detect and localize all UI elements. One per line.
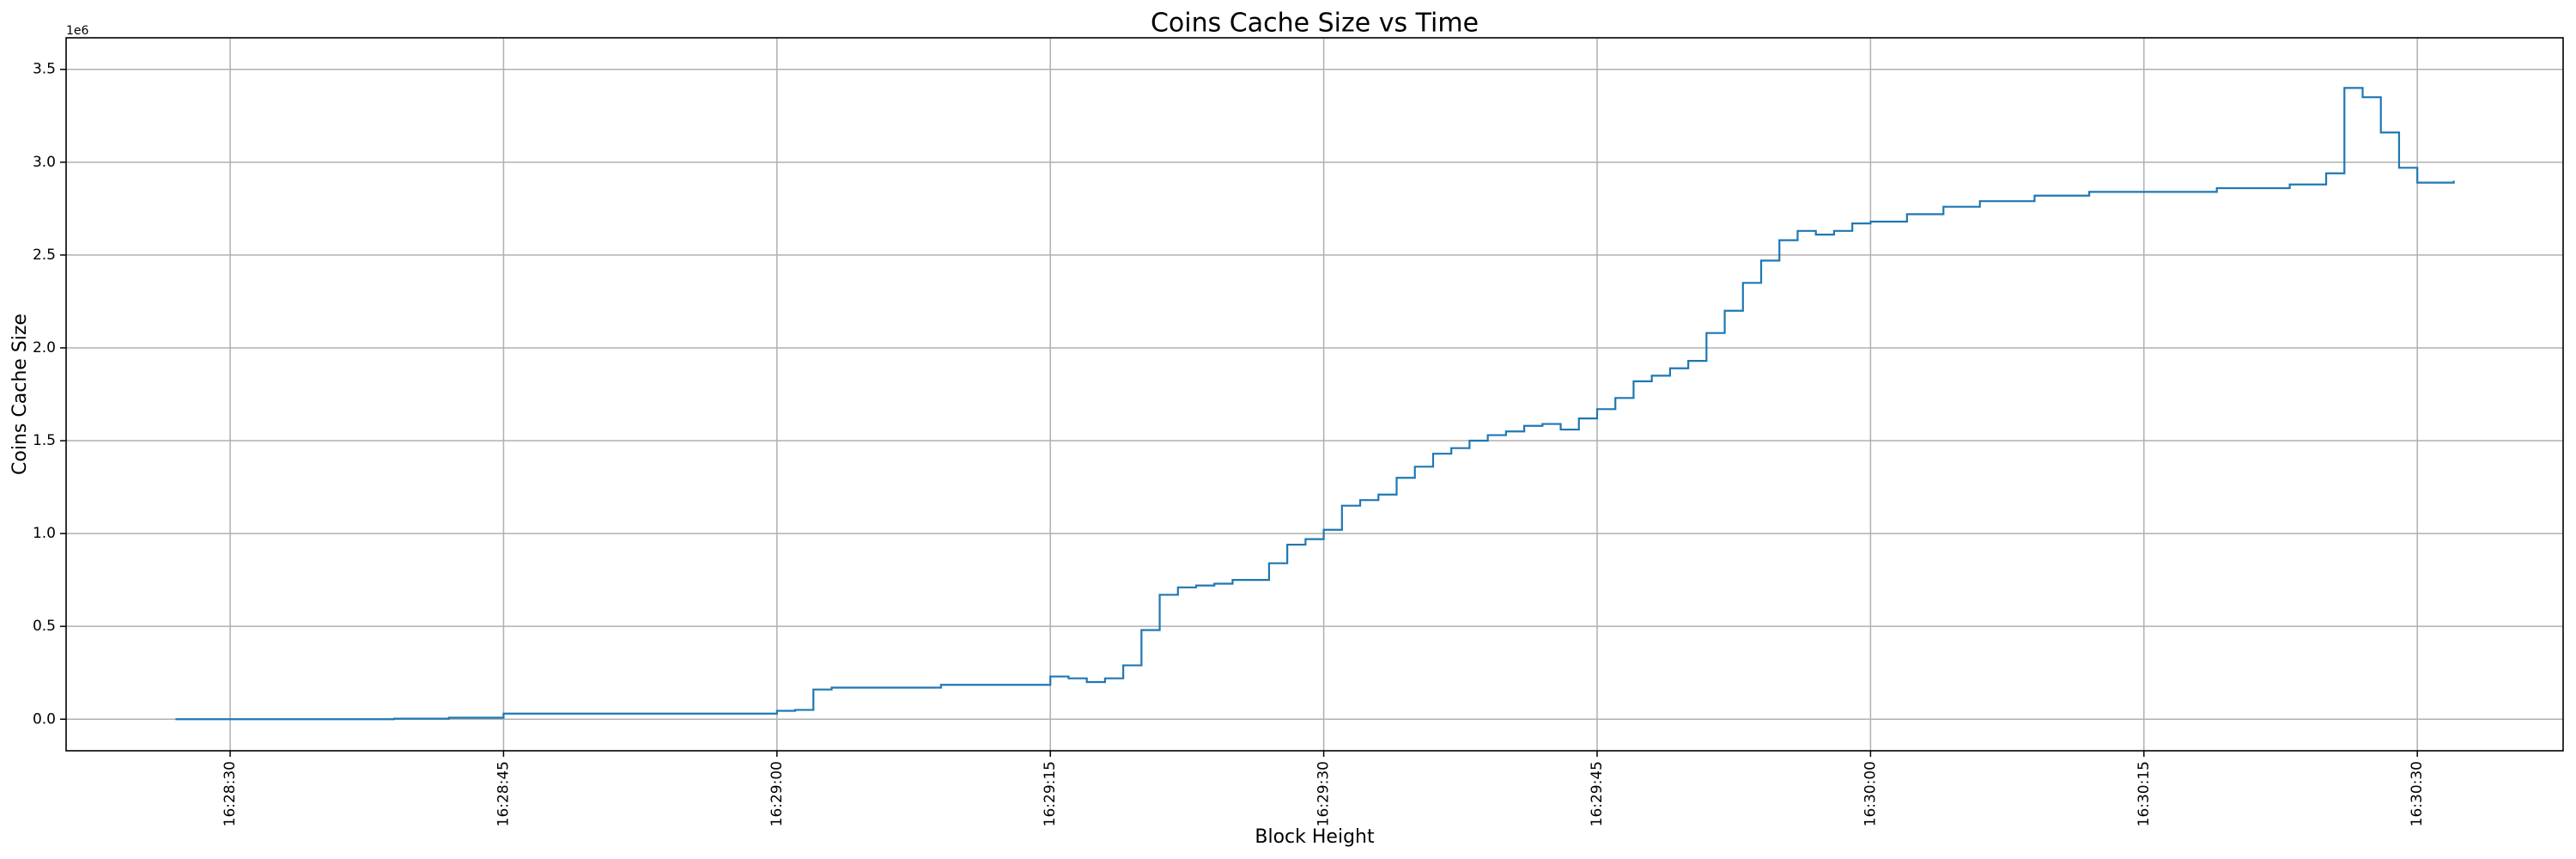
y-tick-label: 2.5 [33, 247, 56, 264]
y-tick-label: 2.0 [33, 339, 56, 356]
chart-title: Coins Cache Size vs Time [1151, 9, 1479, 39]
x-tick-label: 16:28:30 [222, 761, 239, 826]
x-tick-label: 16:29:15 [1042, 761, 1059, 826]
x-tick-label: 16:30:00 [1862, 761, 1879, 826]
plot-frame [65, 37, 2564, 752]
y-axis-label: Coins Cache Size [9, 314, 31, 475]
x-tick-label: 16:29:45 [1589, 761, 1606, 826]
y-tick-label: 3.5 [33, 61, 56, 78]
x-axis-label: Block Height [1255, 826, 1375, 848]
y-tick-label: 0.0 [33, 710, 56, 728]
y-tick-label: 3.0 [33, 154, 56, 171]
x-tick-label: 16:29:30 [1315, 761, 1333, 826]
x-tick-label: 16:29:00 [769, 761, 786, 826]
y-tick-label: 0.5 [33, 618, 56, 635]
y-tick-label: 1.5 [33, 432, 56, 449]
x-tick-label: 16:30:15 [2136, 761, 2153, 826]
x-tick-label: 16:30:30 [2409, 761, 2426, 826]
data-line [175, 87, 2455, 721]
y-offset-text: 1e6 [66, 24, 89, 38]
y-tick-label: 1.0 [33, 525, 56, 542]
x-tick-label: 16:28:45 [495, 761, 512, 826]
